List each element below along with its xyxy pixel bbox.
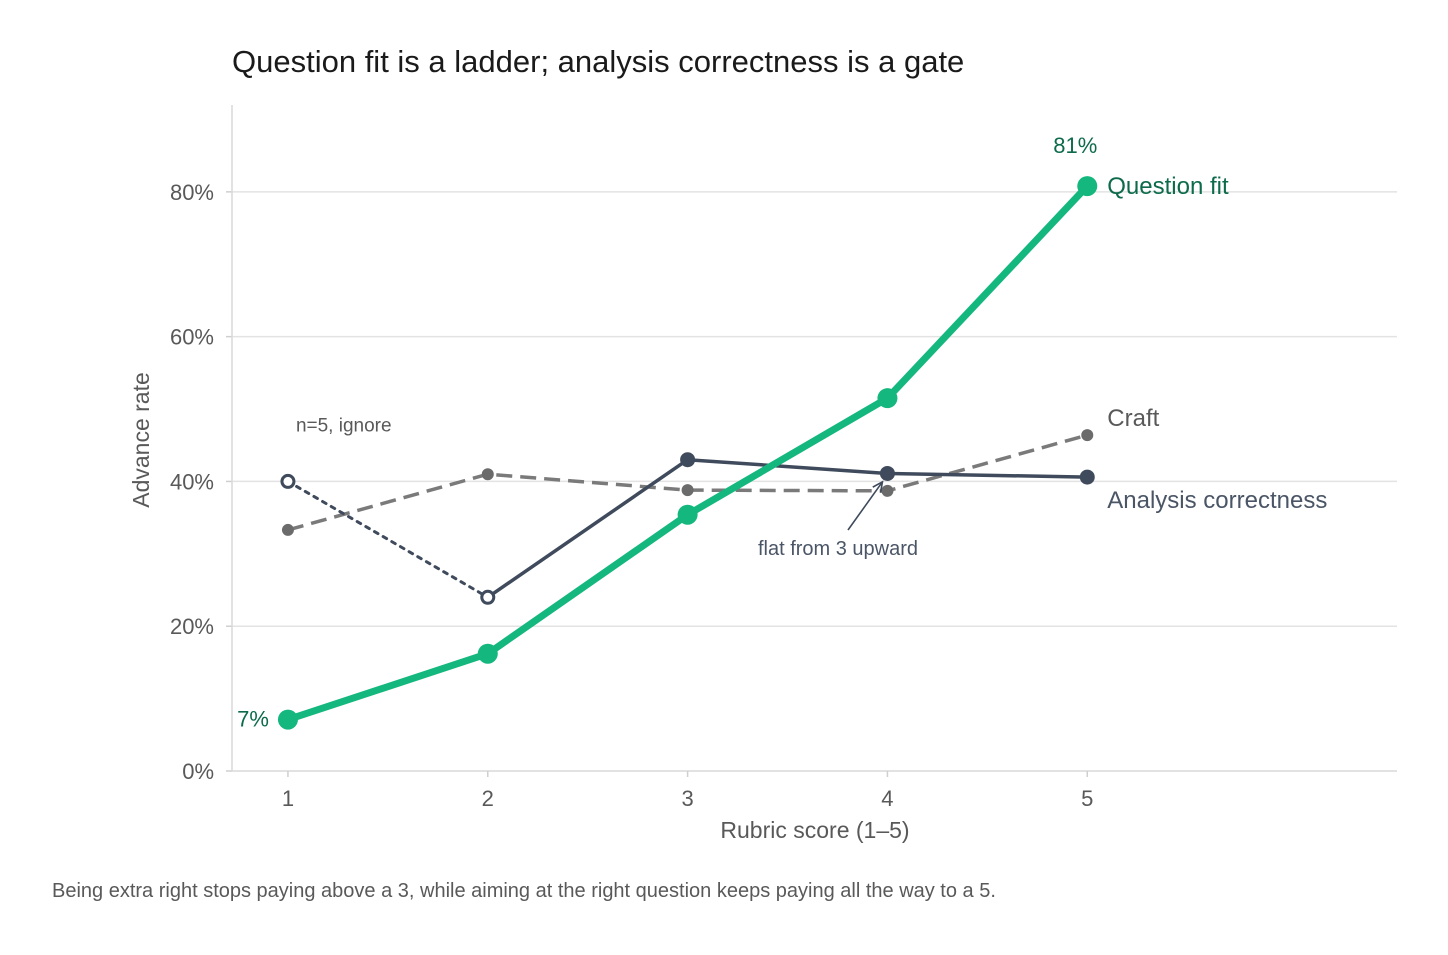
y-tick-label: 40% [170,469,214,494]
point-analysis [680,452,696,468]
point-craft [481,468,494,481]
point-analysis [1079,469,1095,485]
point-question-fit [477,643,498,664]
point-craft [681,484,694,497]
x-tick-label: 5 [1081,786,1093,811]
y-tick-label: 80% [170,180,214,205]
annotation-arrow-head [872,480,884,493]
data-labels: Question fit Craft Analysis correctness 81%… [237,133,1327,732]
axes [226,105,1397,777]
series-line-analysis-low-n [286,479,490,599]
point-question-fit [877,388,898,409]
point-craft [1081,429,1094,442]
series-line-analysis [486,457,1088,599]
chart-title: Question fit is a ladder; analysis corre… [232,44,965,79]
annotation-arrow-line [847,481,884,531]
series-label-craft: Craft [1107,405,1159,432]
data-label-qf-first: 7% [237,707,269,732]
series-label-analysis: Analysis correctness [1107,487,1327,514]
y-tick-label: 20% [170,614,214,639]
point-craft [281,523,294,536]
point-question-fit [277,709,298,730]
point-question-fit [677,504,698,525]
series-points [277,176,1098,730]
data-label-qf-last: 81% [1053,133,1097,158]
point-analysis-hollow [480,589,496,605]
point-craft [881,484,894,497]
y-tick-labels: 0% 20% 40% 60% 80% [170,180,214,784]
y-tick-label: 0% [182,759,214,784]
chart-caption: Being extra right stops paying above a 3… [52,880,996,902]
x-tick-label: 4 [881,786,893,811]
x-tick-label: 1 [282,786,294,811]
gridlines [232,191,1397,627]
point-question-fit [1077,176,1098,197]
series-line-craft [287,433,1088,532]
x-tick-label: 3 [681,786,693,811]
series-label-question-fit: Question fit [1107,173,1229,200]
x-tick-labels: 1 2 3 4 5 [282,786,1094,811]
y-axis-label: Advance rate [128,372,154,508]
x-tick-label: 2 [482,786,494,811]
y-tick-label: 60% [170,325,214,350]
annotation-flat: flat from 3 upward [758,538,918,560]
x-axis-label: Rubric score (1–5) [720,817,909,843]
point-analysis [879,465,895,481]
annotation-low-n: n=5, ignore [296,415,392,436]
point-analysis-hollow [280,473,296,489]
